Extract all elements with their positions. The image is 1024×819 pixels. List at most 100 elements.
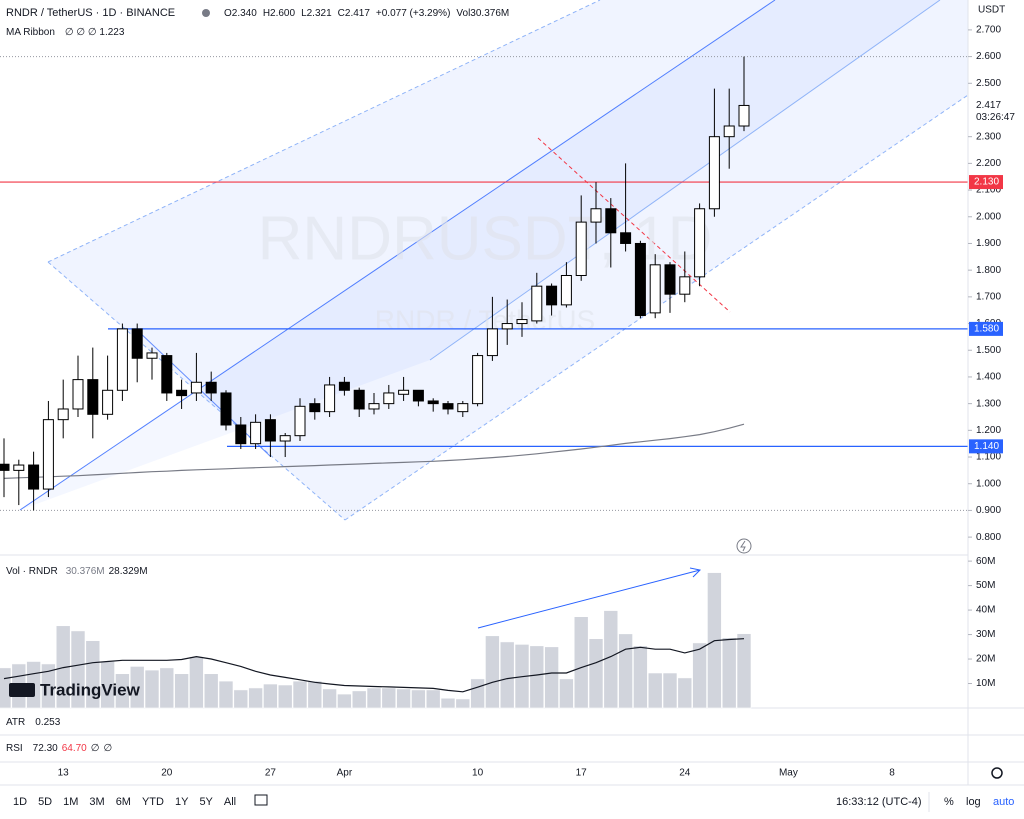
- x-tick-label: 20: [161, 768, 173, 779]
- volume-bar: [677, 677, 693, 709]
- range-button[interactable]: 1D: [13, 796, 27, 808]
- volume-bar: [307, 680, 323, 709]
- ohlc: O2.340 H2.600 L2.321 C2.417 +0.077 (+3.29%) V…: [224, 8, 509, 19]
- logo-text: TradingView: [40, 680, 141, 699]
- range-button[interactable]: 5Y: [199, 796, 213, 808]
- level-label: 1.140: [974, 441, 999, 452]
- countdown: 03:26:47: [976, 112, 1015, 123]
- date-range-icon[interactable]: [254, 794, 268, 806]
- channel-edge: [47, 0, 601, 263]
- candle-body: [250, 421, 262, 445]
- status-dot: [202, 9, 210, 17]
- x-tick-label: Apr: [337, 768, 353, 779]
- rsi-legend: RSI 72.30 64.70 ∅ ∅: [6, 743, 112, 754]
- settings-icon[interactable]: [991, 767, 1003, 779]
- clock: 16:33:12 (UTC-4): [836, 796, 922, 808]
- channel-fill: [20, 0, 940, 510]
- candle-body: [42, 419, 54, 490]
- range-button[interactable]: 1Y: [175, 796, 189, 808]
- candle-body: [442, 403, 454, 410]
- y-tick-label: 1.300: [976, 398, 1001, 409]
- candle-body: [102, 389, 114, 415]
- candle-body: [723, 125, 735, 138]
- candle-body: [235, 424, 247, 445]
- ma-line: [3, 423, 745, 479]
- candle-body: [220, 392, 232, 426]
- vol-legend: Vol · RNDR 30.376M 28.329M: [6, 566, 148, 577]
- volume-bar: [440, 697, 456, 709]
- y-tick-label: 2.300: [976, 131, 1001, 142]
- x-tick-label: 27: [265, 768, 277, 779]
- candle-body: [738, 104, 750, 127]
- symbol: RNDR / TetherUS · 1D · BINANCE: [6, 7, 175, 19]
- level-tag: [969, 439, 1003, 454]
- candle-body: [427, 400, 439, 405]
- option-button[interactable]: %: [944, 796, 954, 808]
- y-tick-label: 1.900: [976, 238, 1001, 249]
- trend-line: [136, 329, 271, 457]
- candle-body: [205, 381, 217, 394]
- option-button[interactable]: auto: [993, 796, 1014, 808]
- candle-body: [457, 403, 469, 413]
- volume-bar: [144, 669, 160, 709]
- x-tick-label: 10: [472, 768, 484, 779]
- trend-line: [429, 0, 941, 361]
- rsi-value: ∅: [91, 743, 100, 754]
- candle-body: [708, 136, 720, 210]
- volume-bar: [322, 688, 337, 709]
- volume-bar: [218, 680, 234, 709]
- vol-tick-label: 60M: [976, 556, 995, 567]
- alert-icon[interactable]: [736, 538, 752, 554]
- y-tick-label: 2.000: [976, 211, 1001, 222]
- candle-body: [264, 419, 276, 442]
- candle-body: [368, 403, 380, 410]
- vol-name: Vol · RNDR: [6, 566, 58, 577]
- volume-bar: [70, 630, 86, 709]
- volume-bar: [381, 687, 397, 709]
- y-tick-label: 0.900: [976, 505, 1001, 516]
- candle-body: [57, 408, 69, 421]
- range-button[interactable]: 6M: [116, 796, 131, 808]
- candle-body: [383, 392, 395, 405]
- trend-line: [19, 0, 776, 511]
- rsi-value: ∅: [103, 743, 112, 754]
- arrow-line: [477, 569, 701, 629]
- candle-body: [309, 403, 321, 413]
- volume-bar: [559, 678, 574, 709]
- volume-bar: [41, 663, 56, 709]
- volume-bar: [455, 698, 471, 709]
- volume-bar: [647, 672, 663, 709]
- y-tick-label: 1.800: [976, 265, 1001, 276]
- ma-legend: MA Ribbon ∅ ∅ ∅ 1.223: [6, 27, 125, 38]
- atr-name: ATR: [6, 717, 25, 728]
- y-tick-label: 1.200: [976, 425, 1001, 436]
- range-button[interactable]: All: [224, 796, 236, 808]
- atr-legend: ATR 0.253: [6, 717, 61, 728]
- last-price-label: 2.417: [976, 100, 1001, 111]
- volume-bar: [425, 689, 441, 709]
- option-button[interactable]: log: [966, 796, 981, 808]
- candle-body: [472, 355, 484, 405]
- volume-bar: [470, 678, 485, 709]
- volume-bar: [736, 633, 752, 709]
- ohlc-item: L2.321: [301, 8, 332, 19]
- y-tick-label: 2.600: [976, 51, 1001, 62]
- rsi-value: 72.30: [33, 743, 58, 754]
- volume-bar: [485, 635, 500, 709]
- currency[interactable]: USDT: [978, 5, 1005, 16]
- drawings: [19, 0, 968, 521]
- candle-body: [131, 328, 143, 359]
- range-button[interactable]: YTD: [142, 796, 164, 808]
- range-button[interactable]: 5D: [38, 796, 52, 808]
- y-tick-label: 0.800: [976, 532, 1001, 543]
- candle-body: [605, 208, 617, 234]
- volume-bar: [662, 672, 678, 709]
- range-button[interactable]: 3M: [89, 796, 104, 808]
- logo: TradingView: [9, 680, 141, 699]
- range-button[interactable]: 1M: [63, 796, 78, 808]
- candle-body: [560, 274, 572, 306]
- volume-bar: [366, 687, 382, 709]
- candle-body: [531, 285, 543, 322]
- candle-body: [87, 379, 99, 415]
- y-tick-label: 2.500: [976, 78, 1001, 89]
